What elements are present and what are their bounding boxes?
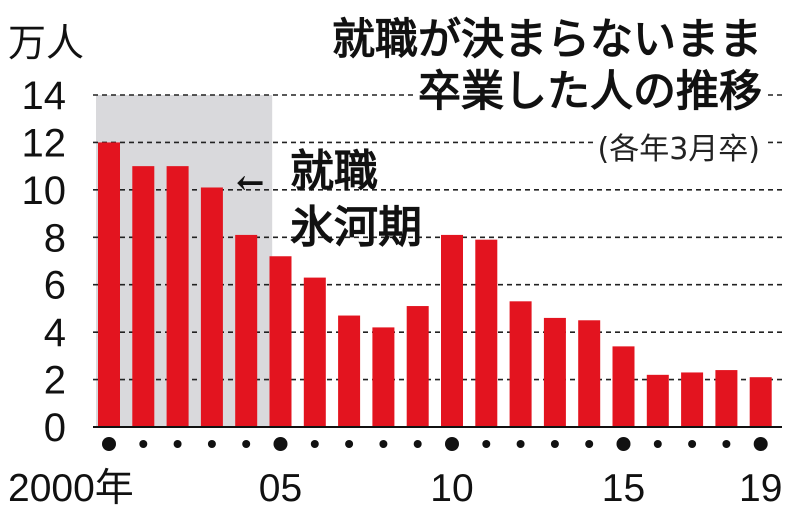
bar-2018 (715, 370, 738, 427)
bar-2012 (509, 301, 532, 427)
left-arrow-icon: ← (236, 163, 265, 203)
bar-2014 (578, 320, 601, 427)
bar-2015 (612, 346, 635, 427)
bar-2005 (269, 256, 292, 427)
y-tick-label-12: 12 (22, 121, 67, 165)
x-tick-label-2000: 2000年 (8, 467, 134, 510)
bar-2001 (132, 166, 155, 427)
x-tick-label-2010: 10 (430, 467, 473, 510)
x-tick-dot-2007 (345, 440, 354, 448)
x-tick-dot-2001 (139, 440, 148, 448)
bar-2003 (200, 187, 223, 427)
bar-2013 (543, 317, 566, 427)
bar-2007 (338, 315, 361, 427)
y-tick-label-6: 6 (44, 264, 66, 308)
x-tick-dot-2002 (173, 440, 182, 448)
x-tick-label-2015: 15 (602, 467, 645, 510)
x-tick-dot-2012 (516, 440, 525, 448)
y-tick-label-4: 4 (44, 311, 66, 355)
x-tick-dot-2017 (688, 440, 697, 448)
x-tick-dot-2008 (379, 440, 388, 448)
x-tick-dot-2003 (207, 440, 216, 448)
x-tick-dot-2011 (482, 440, 491, 448)
chart-subtitle: (各年3月卒) (593, 130, 764, 170)
x-tick-dot-2014 (585, 440, 594, 448)
annotation-line-2: 氷河期 (290, 202, 422, 253)
bar-2000 (98, 142, 120, 427)
x-tick-dot-2004 (242, 440, 251, 448)
y-unit-label: 万人 (8, 21, 85, 65)
y-tick-label-0: 0 (44, 406, 66, 450)
y-tick-label-8: 8 (44, 216, 66, 260)
bar-2017 (681, 372, 704, 427)
bar-2004 (235, 234, 258, 427)
bar-2010 (441, 234, 463, 427)
bar-2006 (303, 277, 326, 427)
bar-2008 (372, 327, 395, 427)
x-tick-label-2019: 19 (739, 467, 782, 510)
bars (98, 142, 772, 427)
annotation-line-1: 就職 (290, 146, 378, 197)
y-tick-label-2: 2 (44, 359, 66, 403)
bar-2019 (749, 377, 772, 427)
x-tick-dot-2016 (653, 440, 662, 448)
bar-2011 (475, 239, 498, 427)
x-tick-label-2005: 05 (259, 467, 302, 510)
chart-title-line-2: 卒業した人の推移 (414, 66, 766, 118)
bar-2002 (166, 166, 189, 427)
y-tick-label-10: 10 (22, 169, 67, 213)
x-tick-dot-2019 (753, 437, 768, 451)
x-tick-dot-2000 (102, 437, 116, 451)
x-tick-dot-2005 (273, 437, 288, 451)
x-tick-labels: 2000年 05 10 15 19 (8, 467, 782, 510)
x-tick-dot-2015 (616, 437, 631, 451)
x-tick-dot-2018 (722, 440, 731, 448)
y-tick-label-14: 14 (22, 74, 67, 118)
bar-2009 (406, 306, 429, 427)
x-tick-dot-2006 (310, 440, 319, 448)
x-tick-dot-2013 (550, 440, 559, 448)
chart-title-line-1: 就職が決まらないまま (328, 14, 766, 66)
x-tick-dots (102, 437, 768, 451)
bar-2016 (646, 374, 669, 427)
x-tick-dot-2009 (413, 440, 422, 448)
x-tick-dot-2010 (445, 437, 459, 451)
